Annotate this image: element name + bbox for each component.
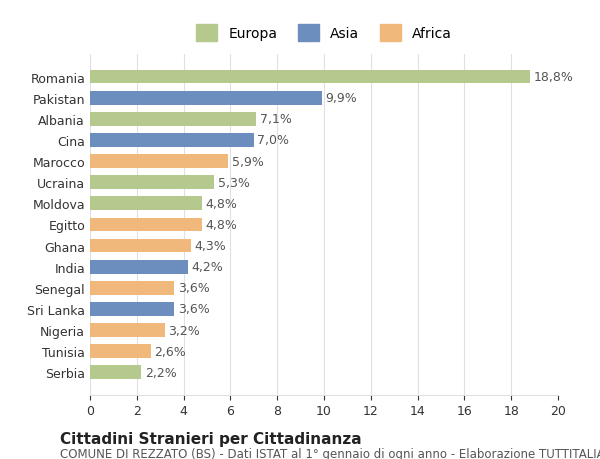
Bar bbox=[90, 239, 191, 253]
Text: 9,9%: 9,9% bbox=[325, 92, 357, 105]
Text: COMUNE DI REZZATO (BS) - Dati ISTAT al 1° gennaio di ogni anno - Elaborazione TU: COMUNE DI REZZATO (BS) - Dati ISTAT al 1… bbox=[60, 448, 600, 459]
Bar bbox=[90, 71, 530, 84]
Bar bbox=[90, 134, 254, 147]
Text: 18,8%: 18,8% bbox=[533, 71, 574, 84]
Bar bbox=[90, 345, 151, 358]
Bar bbox=[90, 281, 174, 295]
Bar bbox=[90, 302, 174, 316]
Bar bbox=[90, 366, 142, 379]
Bar bbox=[90, 155, 228, 168]
Text: 3,2%: 3,2% bbox=[169, 324, 200, 337]
Text: 3,6%: 3,6% bbox=[178, 303, 209, 316]
Text: 4,8%: 4,8% bbox=[206, 218, 238, 231]
Bar bbox=[90, 176, 214, 190]
Bar bbox=[90, 112, 256, 126]
Text: 7,0%: 7,0% bbox=[257, 134, 289, 147]
Text: 2,2%: 2,2% bbox=[145, 366, 177, 379]
Bar bbox=[90, 197, 202, 211]
Text: 7,1%: 7,1% bbox=[260, 113, 292, 126]
Bar bbox=[90, 218, 202, 232]
Bar bbox=[90, 92, 322, 105]
Text: 4,3%: 4,3% bbox=[194, 240, 226, 252]
Text: 4,8%: 4,8% bbox=[206, 197, 238, 210]
Text: 4,2%: 4,2% bbox=[192, 261, 224, 274]
Text: 2,6%: 2,6% bbox=[154, 345, 186, 358]
Text: Cittadini Stranieri per Cittadinanza: Cittadini Stranieri per Cittadinanza bbox=[60, 431, 362, 447]
Legend: Europa, Asia, Africa: Europa, Asia, Africa bbox=[190, 18, 458, 49]
Text: 5,3%: 5,3% bbox=[218, 176, 250, 189]
Text: 3,6%: 3,6% bbox=[178, 282, 209, 295]
Bar bbox=[90, 260, 188, 274]
Bar bbox=[90, 324, 165, 337]
Text: 5,9%: 5,9% bbox=[232, 155, 263, 168]
